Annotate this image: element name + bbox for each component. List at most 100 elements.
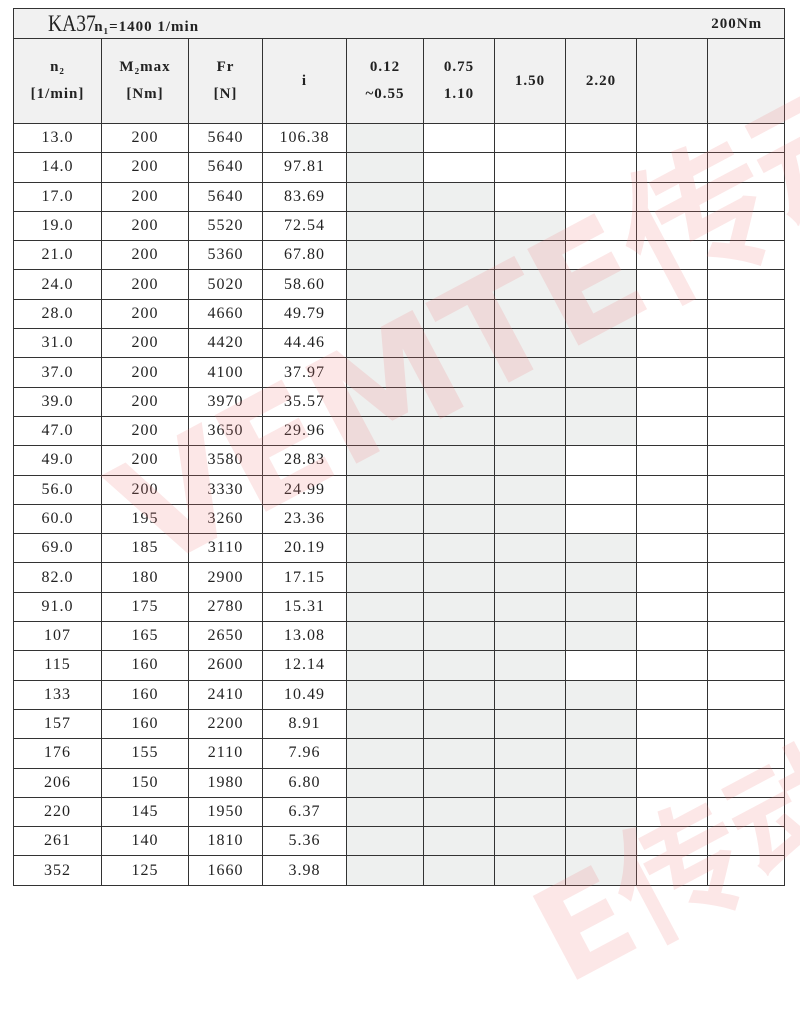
table-row: 176 155 2110 7.96 xyxy=(13,738,786,769)
cell-i: 7.96 xyxy=(262,738,347,769)
power-cell xyxy=(423,503,495,535)
cell-n2: 261 xyxy=(13,826,102,857)
table-row: 14.0 200 5640 97.81 xyxy=(13,152,786,183)
power-cell xyxy=(346,298,424,330)
power-cell xyxy=(494,796,566,828)
cell-i: 58.60 xyxy=(262,269,347,300)
cell-i: 106.38 xyxy=(262,122,347,154)
cell-i: 23.36 xyxy=(262,503,347,535)
power-cell xyxy=(706,738,786,769)
cell-i: 10.49 xyxy=(262,679,347,710)
table-row: 352 125 1660 3.98 xyxy=(13,855,786,886)
table-row: 37.0 200 4100 37.97 xyxy=(13,357,786,388)
cell-n2: 56.0 xyxy=(13,474,102,505)
power-cell xyxy=(636,708,708,740)
table-row: 220 145 1950 6.37 xyxy=(13,796,786,828)
power-cell xyxy=(346,386,424,417)
column-header-line2: [1/min] xyxy=(30,86,85,102)
power-cell xyxy=(565,298,637,330)
power-cell xyxy=(706,122,786,154)
power-cell xyxy=(706,269,786,300)
cell-n2: 115 xyxy=(13,650,102,681)
power-cell xyxy=(494,445,566,476)
cell-n2: 206 xyxy=(13,767,102,798)
column-header-line1: 0.12 xyxy=(369,59,401,75)
cell-fr: 5360 xyxy=(188,240,263,271)
table-row: 261 140 1810 5.36 xyxy=(13,826,786,857)
power-cell xyxy=(706,210,786,242)
table-row: 39.0 200 3970 35.57 xyxy=(13,386,786,417)
power-cell xyxy=(565,181,637,212)
table-row: 56.0 200 3330 24.99 xyxy=(13,474,786,505)
column-header: Fr [N] xyxy=(188,38,263,124)
power-cell xyxy=(423,298,495,330)
cell-fr: 5520 xyxy=(188,210,263,242)
power-cell xyxy=(706,708,786,740)
power-cell xyxy=(636,298,708,330)
cell-n2: 14.0 xyxy=(13,152,102,183)
power-cell xyxy=(636,826,708,857)
cell-n2: 37.0 xyxy=(13,357,102,388)
power-cell xyxy=(706,562,786,593)
cell-i: 3.98 xyxy=(262,855,347,886)
power-cell xyxy=(706,298,786,330)
table-row: 19.0 200 5520 72.54 xyxy=(13,210,786,242)
cell-i: 97.81 xyxy=(262,152,347,183)
power-cell xyxy=(423,152,495,183)
cell-m2: 200 xyxy=(101,210,189,242)
power-cell xyxy=(346,679,424,710)
cell-m2: 150 xyxy=(101,767,189,798)
cell-m2: 200 xyxy=(101,122,189,154)
table-row: 24.0 200 5020 58.60 xyxy=(13,269,786,300)
power-cell xyxy=(636,269,708,300)
power-cell xyxy=(636,181,708,212)
cell-m2: 200 xyxy=(101,474,189,505)
column-header-line2: [N] xyxy=(213,86,238,102)
table-row: 47.0 200 3650 29.96 xyxy=(13,415,786,447)
power-cell xyxy=(565,210,637,242)
power-cell xyxy=(346,767,424,798)
power-cell xyxy=(636,328,708,359)
power-cell xyxy=(423,826,495,857)
cell-i: 67.80 xyxy=(262,240,347,271)
cell-n2: 13.0 xyxy=(13,122,102,154)
column-header-line2: 1.10 xyxy=(443,86,475,102)
power-cell xyxy=(565,240,637,271)
power-cell xyxy=(565,328,637,359)
power-cell xyxy=(494,122,566,154)
power-cell xyxy=(565,152,637,183)
power-cell xyxy=(494,650,566,681)
power-cell xyxy=(423,855,495,886)
cell-n2: 352 xyxy=(13,855,102,886)
power-cell xyxy=(346,708,424,740)
power-cell xyxy=(565,591,637,623)
power-cell xyxy=(565,386,637,417)
power-cell xyxy=(636,591,708,623)
cell-i: 6.80 xyxy=(262,767,347,798)
cell-n2: 133 xyxy=(13,679,102,710)
power-cell xyxy=(494,562,566,593)
power-cell xyxy=(706,240,786,271)
power-cell xyxy=(636,415,708,447)
cell-m2: 185 xyxy=(101,533,189,564)
cell-n2: 24.0 xyxy=(13,269,102,300)
cell-fr: 4100 xyxy=(188,357,263,388)
table-row: 115 160 2600 12.14 xyxy=(13,650,786,681)
power-cell xyxy=(494,474,566,505)
column-header: 2.20 xyxy=(565,38,637,124)
power-cell xyxy=(706,328,786,359)
cell-m2: 200 xyxy=(101,298,189,330)
table-row: 28.0 200 4660 49.79 xyxy=(13,298,786,330)
power-cell xyxy=(346,415,424,447)
cell-n2: 31.0 xyxy=(13,328,102,359)
column-header: i xyxy=(262,38,347,124)
cell-n2: 49.0 xyxy=(13,445,102,476)
column-header: 0.12 ~0.55 xyxy=(346,38,424,124)
cell-n2: 28.0 xyxy=(13,298,102,330)
power-cell xyxy=(423,533,495,564)
power-cell xyxy=(706,855,786,886)
power-cell xyxy=(423,591,495,623)
cell-m2: 200 xyxy=(101,415,189,447)
cell-fr: 5640 xyxy=(188,181,263,212)
cell-fr: 1810 xyxy=(188,826,263,857)
